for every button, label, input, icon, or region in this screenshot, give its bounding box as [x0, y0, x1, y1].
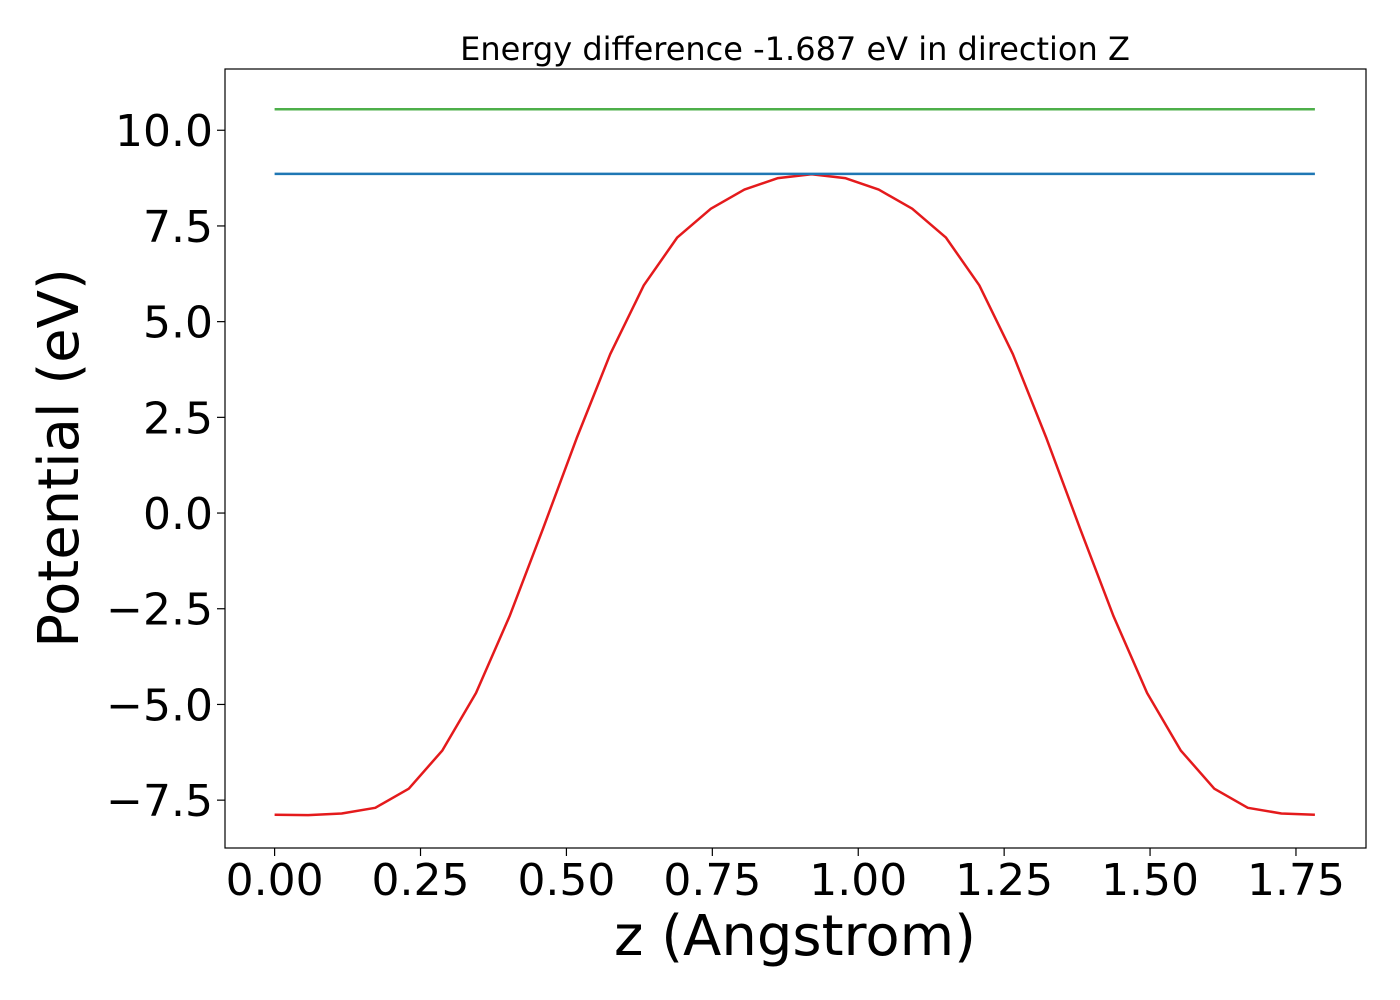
x-axis-ticks: 0.00 0.25 0.50 0.75 1.00 1.25 1.50 1.75	[226, 848, 1345, 906]
x-tick-label: 0.50	[517, 855, 615, 906]
x-tick-label: 1.00	[809, 855, 907, 906]
x-tick-label: 0.25	[372, 855, 470, 906]
y-axis-label: Potential (eV)	[27, 268, 92, 648]
chart-title: Energy difference -1.687 eV in direction…	[460, 30, 1130, 68]
plot-frame	[224, 68, 1367, 849]
x-tick-label: 1.50	[1101, 855, 1199, 906]
y-tick-label: −2.5	[106, 585, 213, 636]
y-tick-label: 0.0	[143, 489, 213, 540]
y-axis-ticks: −7.5 −5.0 −2.5 0.0 2.5 5.0 7.5 10.0	[106, 106, 225, 827]
x-axis-label: z (Angstrom)	[614, 904, 976, 969]
y-tick-label: 5.0	[143, 298, 213, 349]
y-tick-label: 2.5	[143, 393, 213, 444]
x-tick-label: 0.00	[226, 855, 324, 906]
y-tick-label: 7.5	[143, 202, 213, 253]
series-line-potential	[274, 173, 1315, 817]
y-tick-label: −5.0	[106, 680, 213, 731]
x-tick-label: 1.75	[1247, 855, 1345, 906]
y-tick-label: 10.0	[115, 106, 213, 157]
y-tick-label: −7.5	[106, 776, 213, 827]
series-layer	[274, 107, 1315, 817]
x-tick-label: 1.25	[955, 855, 1053, 906]
x-tick-label: 0.75	[663, 855, 761, 906]
